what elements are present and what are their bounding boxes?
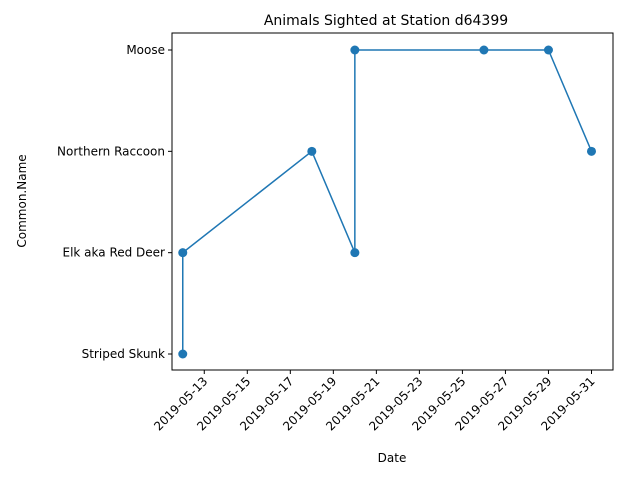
data-point <box>307 146 317 156</box>
series-layer <box>178 45 596 359</box>
y-tick-label: Elk aka Red Deer <box>63 246 166 260</box>
data-point <box>350 45 360 55</box>
data-point <box>178 248 188 258</box>
data-point <box>178 349 188 359</box>
plot-frame <box>171 32 614 371</box>
series-line <box>182 49 593 354</box>
y-axis-ticks: Striped Skunk Elk aka Red Deer Northern Ra… <box>57 43 172 361</box>
data-point <box>479 45 489 55</box>
data-point <box>586 146 596 156</box>
y-tick-label: Northern Raccoon <box>57 144 165 158</box>
data-point <box>350 248 360 258</box>
x-axis-ticks: 2019-05-132019-05-152019-05-172019-05-19… <box>151 370 598 433</box>
x-axis-label: Date <box>378 451 407 465</box>
data-point <box>543 45 553 55</box>
chart-title: Animals Sighted at Station d64399 <box>264 13 508 29</box>
y-tick-label: Moose <box>126 43 165 57</box>
y-tick-label: Striped Skunk <box>82 347 165 361</box>
y-axis-label: Common.Name <box>15 154 29 247</box>
